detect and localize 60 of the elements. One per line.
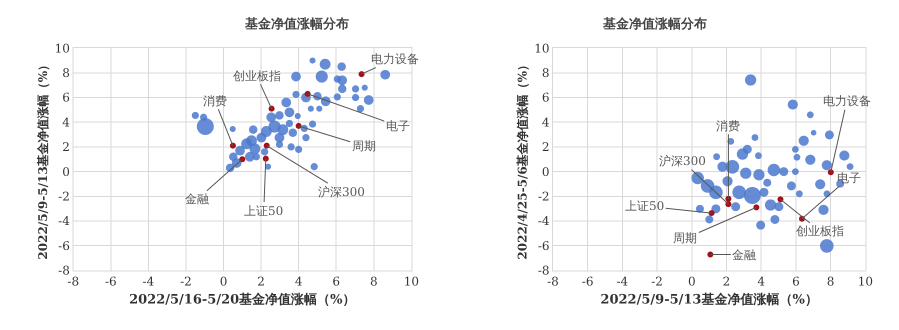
y-tick-label: 0 [542, 164, 550, 179]
y-tick-label: -4 [538, 214, 550, 228]
y-tick-label: -8 [58, 264, 70, 278]
x-tick-label: 0 [220, 274, 228, 289]
x-tick-label: -4 [142, 274, 155, 289]
x-tick-label: 10 [404, 274, 419, 289]
x-tick-label: 0 [688, 274, 696, 289]
annotation: 金融 [732, 248, 756, 262]
annotation: 创业板指 [796, 224, 844, 238]
y-tick-label: 10 [534, 41, 550, 56]
annotation: 消费 [716, 119, 740, 133]
x-tick-label: 10 [858, 274, 873, 289]
x-tick-label: 2 [257, 274, 265, 289]
y-tick-label: 6 [62, 90, 70, 105]
y-tick-label: 10 [54, 41, 70, 56]
y-tick-label: -4 [58, 214, 70, 228]
annotation: 上证50 [625, 199, 664, 213]
annotation: 电子 [386, 119, 410, 133]
x-tick-label: -4 [616, 274, 629, 289]
annotation: 电力设备 [371, 52, 419, 66]
x-axis-title: 2022/5/9-5/13基金净值涨幅（%） [600, 292, 818, 308]
annotation: 消费 [203, 94, 227, 108]
y-tick-label: 4 [542, 115, 550, 130]
y-tick-label: 8 [62, 66, 70, 80]
y-tick-label: -6 [538, 238, 550, 253]
y-tick-label: -2 [538, 189, 550, 204]
annotation: 沪深300 [659, 154, 706, 168]
annotation: 上证50 [244, 204, 284, 218]
x-tick-label: -6 [104, 274, 117, 289]
x-axis-title: 2022/5/16-5/20基金净值涨幅（%） [129, 292, 356, 308]
x-tick-label: 2 [722, 274, 730, 289]
annotation: 电子 [837, 171, 861, 185]
y-tick-label: 4 [62, 115, 70, 130]
x-tick-label: 6 [792, 274, 800, 289]
x-tick-label: 4 [294, 274, 303, 289]
chart-title: 基金净值涨幅分布 [244, 17, 349, 32]
annotation: 周期 [352, 139, 376, 153]
y-tick-label: -2 [58, 189, 70, 204]
y-tick-label: 6 [542, 90, 550, 105]
x-tick-label: 6 [332, 274, 340, 289]
y-tick-label: -6 [58, 238, 70, 253]
y-tick-label: 2 [542, 140, 550, 154]
annotation: 周期 [673, 231, 697, 245]
x-tick-label: -6 [582, 274, 594, 289]
y-tick-label: 8 [542, 66, 550, 80]
x-tick-label: -2 [180, 274, 192, 289]
annotation: 电力设备 [823, 94, 871, 108]
annotation: 沪深300 [318, 185, 365, 199]
chart-title: 基金净值涨幅分布 [602, 17, 707, 32]
x-tick-label: 8 [370, 274, 378, 289]
y-axis-title: 2022/4/25-5/6基金净值涨幅（%） [516, 58, 530, 260]
y-tick-label: 2 [62, 140, 70, 154]
annotation: 金融 [185, 192, 209, 206]
x-tick-label: -2 [651, 274, 663, 289]
x-tick-label: 8 [826, 274, 834, 289]
y-tick-label: 0 [62, 164, 70, 179]
annotation: 创业板指 [233, 69, 281, 83]
x-tick-label: 4 [757, 274, 766, 289]
y-axis-title: 2022/5/9-5/13基金净值涨幅（%） [36, 58, 50, 260]
y-tick-label: -8 [538, 264, 550, 278]
